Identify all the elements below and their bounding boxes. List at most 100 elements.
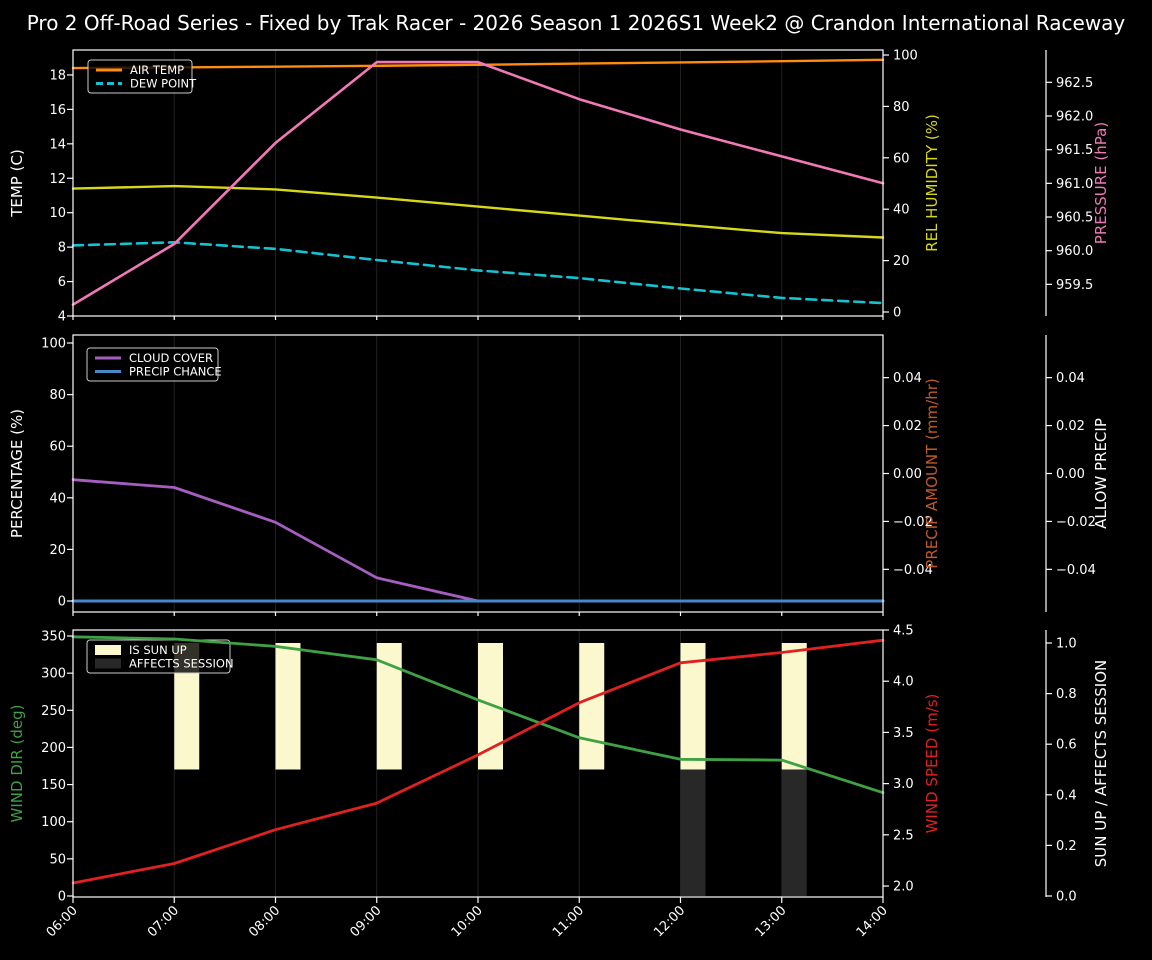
axis-pressure: 959.5 960.0 960.5 961.0 961.5 962.0 962.5 PRESS… [1045, 50, 1110, 316]
axis-windspd: 2.0 2.5 3.0 3.5 4.0 4.5 WIND SPEED (m/s) [883, 624, 941, 895]
tick-label: 20 [49, 543, 66, 558]
x-tick-label: 13:00 [752, 903, 789, 940]
tick-label: 10 [49, 206, 66, 221]
bar [579, 643, 605, 770]
axis-label-sun: SUN UP / AFFECTS SESSION [1092, 660, 1110, 868]
x-tick-label: 14:00 [854, 903, 891, 940]
legend-label: AIR TEMP [130, 63, 184, 77]
axis-label-humidity: REL HUMIDITY (%) [923, 114, 941, 252]
x-gridlines [173, 335, 783, 612]
tick-label: 2.0 [893, 880, 914, 895]
series-air-temp [71, 58, 885, 70]
series-rel-humidity [71, 184, 885, 239]
tick-label: 962.5 [1056, 76, 1093, 91]
x-axis [72, 612, 884, 616]
legend-label: CLOUD COVER [129, 351, 213, 365]
axis-label-pct: PERCENTAGE (%) [8, 409, 26, 538]
tick-label: 60 [49, 440, 66, 455]
tick-label: 0.2 [1056, 839, 1077, 854]
tick-label: 0 [58, 595, 66, 610]
axis-label-winddir: WIND DIR (deg) [8, 705, 26, 823]
tick-label: 0.00 [893, 467, 922, 482]
legend-label: IS SUN UP [129, 643, 187, 657]
tick-label: 12 [49, 172, 66, 187]
bar [275, 643, 301, 770]
axis-temp: 4 6 8 10 12 14 16 18 TEMP (C) [8, 68, 73, 325]
tick-label: 40 [49, 491, 66, 506]
axis-winddir: 0 50 100 150 200 250 300 350 WIND DIR (deg) [8, 630, 73, 904]
axis-label-temp: TEMP (C) [8, 149, 26, 218]
tick-label: −0.04 [1056, 563, 1096, 578]
axis-humidity: 0 20 40 60 80 100 REL HUMIDITY (%) [883, 49, 941, 320]
tick-label: 4.0 [893, 675, 914, 690]
tick-label: 100 [893, 49, 918, 64]
tick-label: 50 [49, 852, 66, 867]
series-wind-dir [71, 635, 885, 795]
figure-title-text: Pro 2 Off-Road Series - Fixed by Trak Ra… [26, 11, 1126, 35]
tick-label: 0 [58, 889, 66, 904]
top-chart-panel: 4 6 8 10 12 14 16 18 TEMP (C) 0 20 40 60 80 100 REL HUM… [8, 49, 1110, 325]
tick-label: 0.4 [1056, 788, 1077, 803]
x-axis [72, 316, 884, 320]
x-gridlines [173, 50, 783, 316]
tick-label: 14 [49, 137, 66, 152]
tick-label: 4 [58, 310, 66, 325]
tick-label: −0.02 [1056, 515, 1096, 530]
tick-label: 0.04 [893, 371, 922, 386]
legend-label: DEW POINT [130, 77, 197, 91]
tick-label: 3.0 [893, 777, 914, 792]
tick-label: 961.5 [1056, 143, 1093, 158]
tick-label: 40 [893, 203, 910, 218]
tick-label: 0.6 [1056, 738, 1077, 753]
axis-label-windspd: WIND SPEED (m/s) [923, 694, 941, 834]
bar [680, 643, 706, 770]
tick-label: 0.00 [1056, 467, 1085, 482]
axis-sun: 0.0 0.2 0.4 0.6 0.8 1.0 SUN UP / AFFECTS SESSI… [1045, 630, 1110, 904]
tick-label: 18 [49, 68, 66, 83]
tick-label: 0 [893, 305, 901, 320]
bars-affects-session [680, 769, 807, 896]
tick-label: 100 [41, 815, 66, 830]
tick-label: 960.5 [1056, 211, 1093, 226]
tick-label: 0.8 [1056, 687, 1077, 702]
series-wind-speed [71, 638, 885, 885]
tick-label: 350 [41, 630, 66, 645]
tick-label: 6 [58, 275, 66, 290]
middle-chart-panel: 0 20 40 60 80 100 PERCENTAGE (%) −0.04 −0.02 0.00… [8, 334, 1110, 616]
tick-label: 3.5 [893, 726, 914, 741]
x-tick-label: 09:00 [347, 903, 384, 940]
x-tick-label: 11:00 [550, 903, 587, 940]
legend-label: PRECIP CHANCE [129, 365, 222, 379]
legend-sample-affects-session [95, 658, 121, 669]
tick-label: 200 [41, 741, 66, 756]
x-tick-label: 06:00 [44, 903, 81, 940]
axis-label-precip: PRECIP AMOUNT (mm/hr) [923, 378, 941, 568]
axis-label-allow: ALLOW PRECIP [1092, 418, 1110, 529]
tick-label: 4.5 [893, 624, 914, 639]
tick-label: 250 [41, 704, 66, 719]
tick-label: 2.5 [893, 828, 914, 843]
tick-label: −0.04 [893, 563, 933, 578]
tick-label: 100 [41, 336, 66, 351]
bar [781, 769, 807, 896]
x-tick-label: 07:00 [145, 903, 182, 940]
x-tick-label: 08:00 [246, 903, 283, 940]
bar [680, 769, 706, 896]
bars-is-sun-up [174, 643, 807, 770]
axis-pct: 0 20 40 60 80 100 PERCENTAGE (%) [8, 336, 73, 610]
series-pressure [71, 60, 885, 306]
x-axis: 06:00 07:00 08:00 09:00 10:00 11:00 12:00 13:00… [44, 897, 891, 940]
tick-label: 16 [49, 103, 66, 118]
tick-label: 150 [41, 778, 66, 793]
tick-label: −0.02 [893, 515, 933, 530]
tick-label: 961.0 [1056, 177, 1093, 192]
x-tick-label: 10:00 [449, 903, 486, 940]
series-dew-point [71, 241, 885, 305]
axis-label-pressure: PRESSURE (hPa) [1092, 122, 1110, 244]
tick-label: 959.5 [1056, 278, 1093, 293]
tick-label: 80 [893, 100, 910, 115]
tick-label: 0.02 [1056, 419, 1085, 434]
